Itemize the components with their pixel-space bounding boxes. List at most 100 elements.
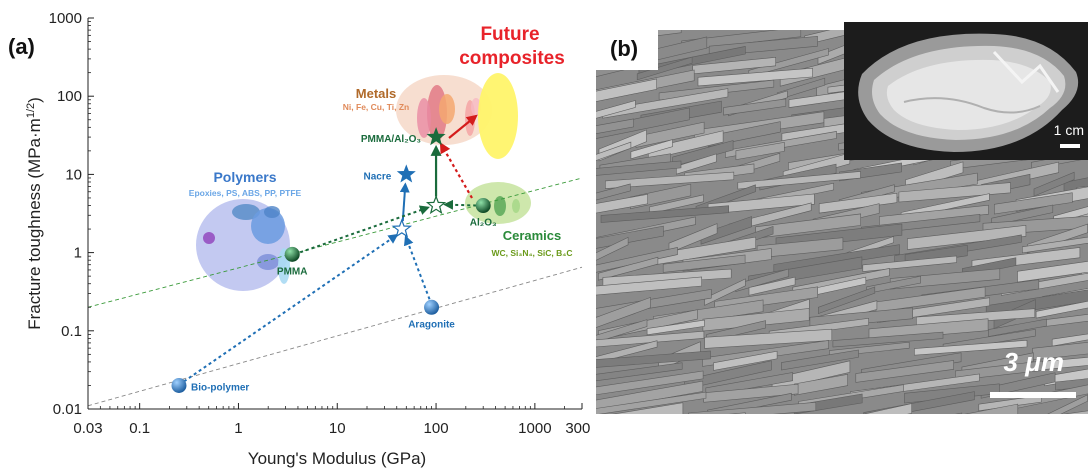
- label-layer: Bio-polymer Aragonite PMMA Al₂O₃ Nacre PMMA/A…: [189, 24, 573, 393]
- region-layer: [196, 73, 531, 291]
- sem-platelet: [988, 318, 1047, 337]
- sem-platelet: [596, 380, 704, 411]
- sem-platelet: [702, 308, 810, 332]
- sem-platelet: [688, 401, 817, 414]
- metal-fe: [417, 98, 431, 138]
- sem-platelet: [707, 392, 792, 414]
- polymer-blob-2: [251, 208, 285, 244]
- y-tick-label: 0.1: [61, 323, 82, 340]
- arrow-aragonite-to-open-star: [403, 235, 431, 300]
- inset-scale-bar: [1060, 144, 1080, 148]
- y-tick-label: 1: [74, 245, 82, 262]
- sem-platelet: [598, 256, 659, 281]
- sem-scale-label: 3 μm: [1003, 347, 1064, 377]
- sem-platelet: [646, 319, 705, 336]
- sem-platelet: [596, 100, 636, 119]
- sem-platelet: [955, 412, 963, 414]
- arrow-alumina-to-open-star: [443, 199, 477, 210]
- sem-platelet: [704, 278, 746, 306]
- sem-platelet: [600, 205, 729, 223]
- sem-platelet: [596, 340, 658, 364]
- mark-layer: [171, 127, 491, 393]
- sem-platelet: [879, 204, 989, 226]
- sem-platelet: [596, 296, 651, 328]
- sem-platelet: [636, 56, 693, 81]
- sem-platelet: [596, 350, 711, 368]
- label-al2o3: Al₂O₃: [470, 218, 497, 229]
- sem-platelet: [1063, 410, 1088, 414]
- polymer-blob-3: [264, 206, 280, 218]
- label-metals: Metals: [356, 86, 396, 101]
- arrow-biopolymer-to-open-star: [183, 233, 399, 383]
- point-open-star-green: [425, 194, 447, 215]
- guide-line-layer: [87, 177, 583, 407]
- point-nacre: [396, 164, 416, 183]
- sem-platelet: [898, 182, 1011, 203]
- sem-platelet: [703, 383, 799, 403]
- sem-platelet: [596, 183, 631, 201]
- sem-platelet: [1035, 300, 1088, 319]
- arrow-red-dotted: [439, 142, 473, 199]
- sem-platelet: [596, 370, 704, 396]
- sem-platelet: [596, 118, 634, 134]
- label-polymers: Polymers: [213, 169, 276, 185]
- arrow-pmma-to-open-star: [299, 205, 430, 254]
- sem-platelet: [771, 360, 851, 391]
- panel-label-a: (a): [8, 34, 35, 59]
- upper-dashed-guide: [87, 177, 583, 308]
- x-tick-label: 1: [234, 420, 242, 437]
- sem-platelet: [863, 403, 912, 414]
- sem-platelet: [596, 78, 657, 102]
- sem-platelet: [916, 308, 1036, 326]
- sem-platelet: [596, 247, 678, 273]
- label-aragonite: Aragonite: [408, 319, 455, 330]
- y-tick-label: 10: [65, 166, 82, 183]
- label-nacre: Nacre: [364, 171, 392, 182]
- sem-platelet: [818, 192, 898, 214]
- y-tick-label: 0.01: [53, 401, 82, 418]
- panel-label-b: (b): [610, 36, 639, 61]
- panel-label-b-box: [596, 30, 658, 70]
- shell-image: [858, 33, 1079, 152]
- x-axis-label: Young's Modulus (GPa): [248, 449, 426, 468]
- shell-photo-inset: 1 cm: [844, 22, 1088, 160]
- polymer-blob-4: [257, 254, 279, 270]
- metal-cu: [439, 94, 455, 124]
- sem-platelet: [596, 319, 648, 343]
- sem-platelet: [1033, 171, 1075, 197]
- label-pmma: PMMA: [277, 266, 308, 277]
- point-aragonite: [424, 299, 440, 315]
- sem-platelet: [1022, 236, 1088, 254]
- sem-platelet: [713, 350, 778, 371]
- ptfe-blob: [203, 232, 215, 244]
- arrow-open-star-to-nacre: [399, 182, 410, 222]
- sem-platelet: [596, 160, 682, 176]
- sem-platelet: [596, 141, 632, 161]
- point-pmma: [284, 246, 300, 262]
- sublabel-ceramics: WC, Si₃N₄, SiC, B₄C: [492, 248, 573, 258]
- sem-platelet: [697, 67, 813, 87]
- x-tick-label: 0.03: [73, 420, 102, 437]
- sem-platelet: [735, 141, 785, 161]
- sem-platelet: [868, 318, 989, 342]
- sem-platelet: [602, 268, 732, 287]
- sem-platelet: [818, 286, 876, 315]
- point-al2o3: [475, 198, 491, 214]
- sem-platelet: [914, 339, 1028, 356]
- sem-platelet: [596, 225, 664, 249]
- sem-platelet: [596, 276, 702, 296]
- label-future-line-1: Future: [480, 24, 539, 45]
- sem-platelet: [700, 216, 752, 245]
- sem-platelet: [855, 360, 954, 383]
- lower-dashed-guide: [87, 266, 583, 407]
- label-pmma-al2o3: PMMA/Al₂O₃: [361, 134, 422, 145]
- x-tick-label: 0.1: [129, 420, 150, 437]
- ceramic-wc: [494, 196, 506, 216]
- sem-platelet: [596, 107, 690, 139]
- sem-platelet: [658, 79, 775, 101]
- sem-platelet: [1017, 261, 1088, 283]
- sem-platelet: [907, 224, 1027, 250]
